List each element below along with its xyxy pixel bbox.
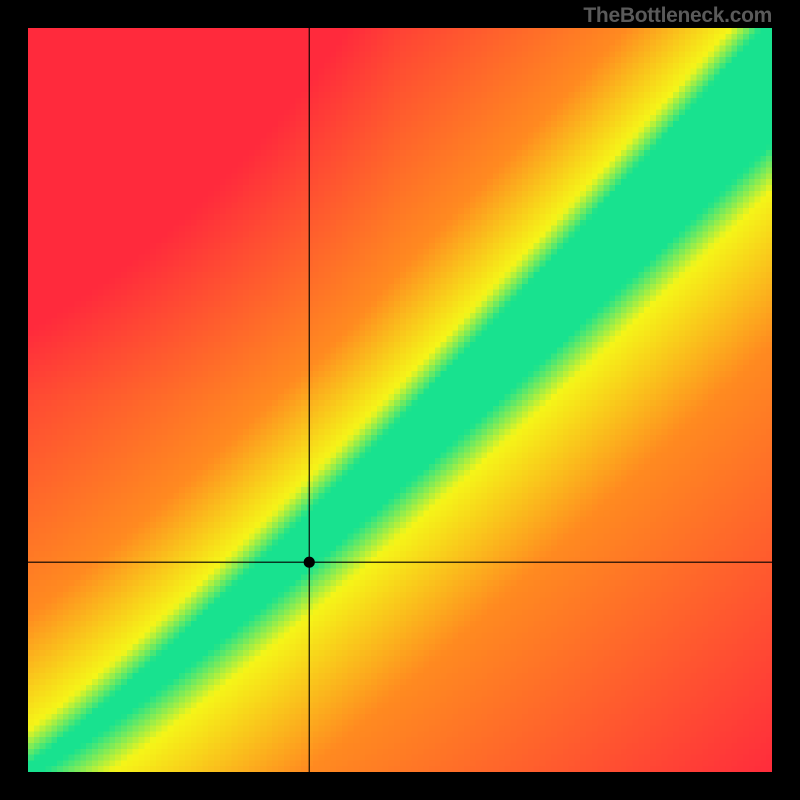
chart-container: TheBottleneck.com — [0, 0, 800, 800]
heatmap-canvas — [28, 28, 772, 772]
heatmap-chart — [28, 28, 772, 772]
watermark-text: TheBottleneck.com — [583, 4, 772, 28]
